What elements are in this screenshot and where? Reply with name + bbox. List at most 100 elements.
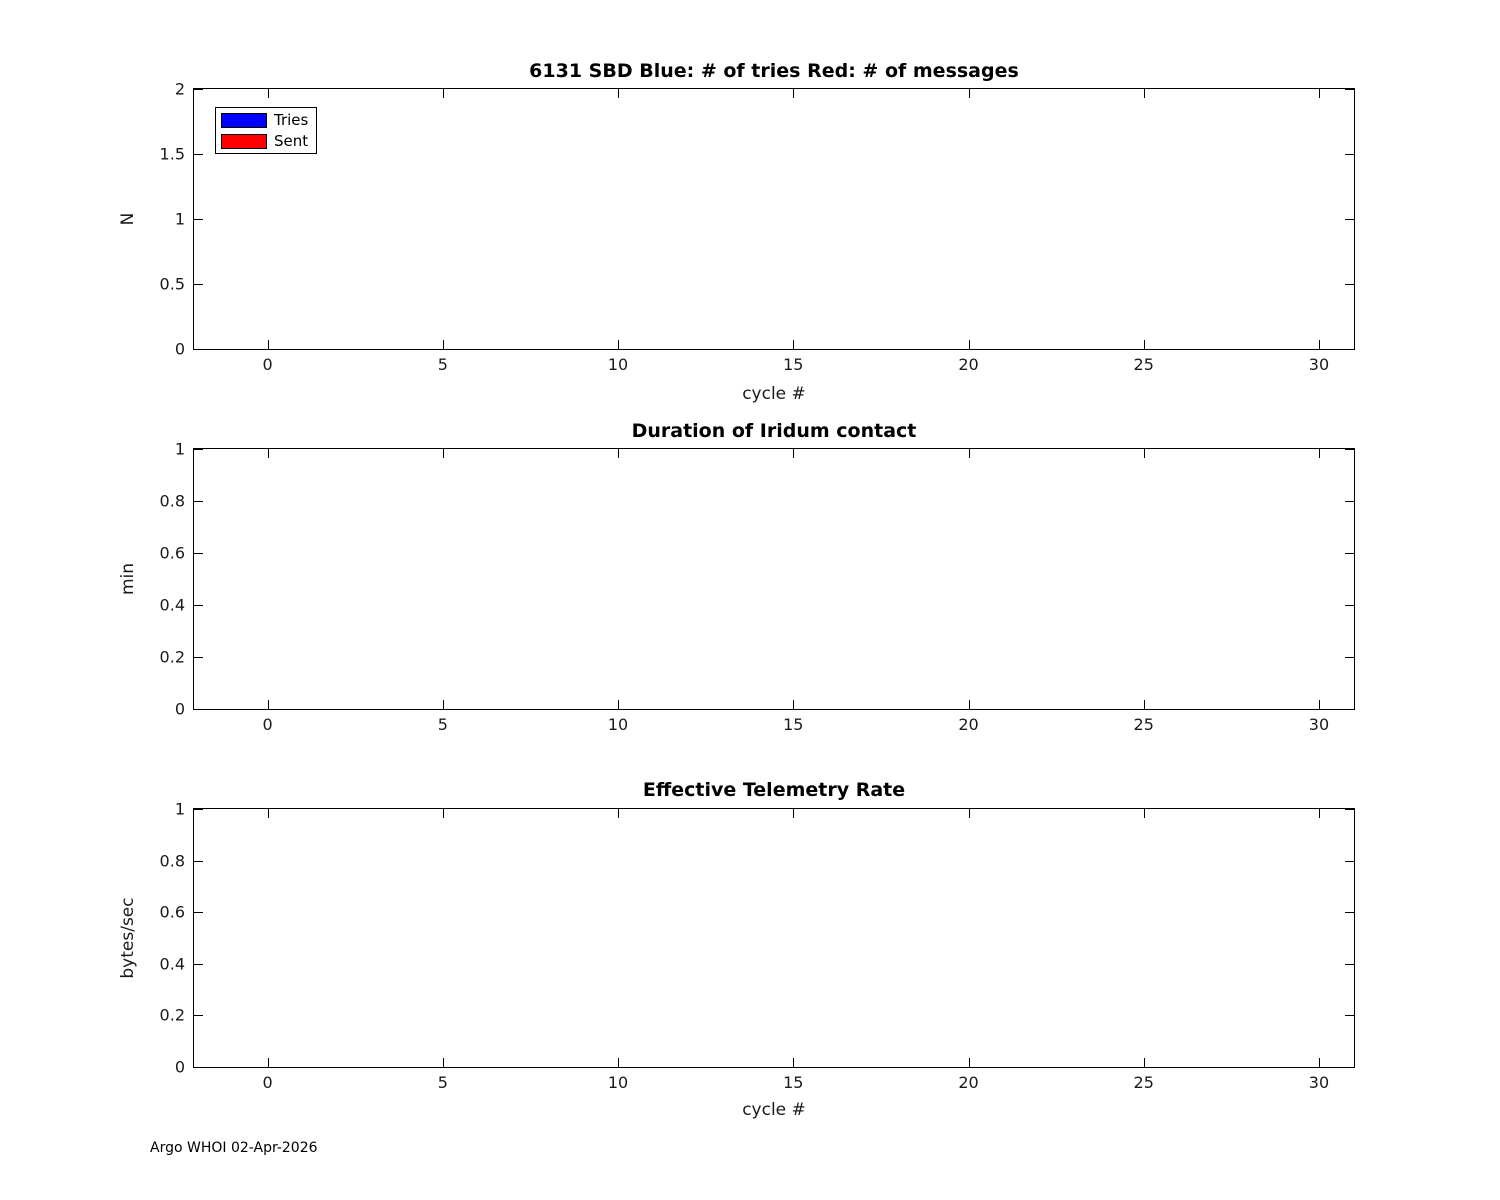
x-tick-mark [968, 809, 970, 818]
plot-area-tries: 0 5 10 15 20 25 30 0 0.5 1 1.5 2 Tries Sent [160, 80, 1355, 374]
y-tick-mark [1345, 912, 1354, 914]
x-tick-label: 10 [607, 355, 629, 374]
x-tick-mark [442, 449, 444, 458]
x-tick-mark [1318, 1058, 1320, 1067]
plot-area-duration: 0 5 10 15 20 25 30 0 0.2 0.4 0.6 0.8 1 [160, 440, 1355, 734]
y-axis-label-n: N [118, 212, 138, 226]
x-tick-label: 25 [1133, 355, 1154, 374]
y-tick-mark [1345, 860, 1354, 862]
plot-title-telemetry: Effective Telemetry Rate [642, 779, 906, 801]
x-tick-label: 30 [1308, 715, 1330, 734]
x-tick-mark [793, 700, 795, 709]
x-tick-label: 20 [958, 715, 979, 734]
y-tick-mark [194, 284, 203, 285]
x-tick-mark [267, 700, 269, 709]
y-tick-label: 0 [174, 339, 185, 359]
x-tick-mark [968, 1058, 970, 1067]
y-axis-label-min: min [118, 562, 138, 596]
y-tick-mark [1345, 1067, 1354, 1068]
y-tick-label: 1 [174, 799, 185, 819]
y-tick-label: 1 [174, 439, 185, 459]
y-tick-mark [194, 605, 203, 606]
y-tick-label: 0 [174, 699, 185, 719]
x-tick-label: 15 [783, 355, 804, 374]
y-tick-label: 1 [174, 209, 185, 229]
plot-title-duration: Duration of Iridum contact [631, 420, 917, 442]
x-tick-label: 5 [437, 355, 448, 374]
y-tick-label: 0.6 [159, 902, 185, 922]
x-tick-mark [618, 809, 620, 818]
x-tick-mark [793, 340, 795, 349]
y-tick-label: 0.5 [159, 274, 185, 294]
x-tick-label: 30 [1308, 1073, 1330, 1092]
y-tick-label: 0.4 [159, 954, 185, 974]
x-tick-mark [793, 449, 795, 458]
x-tick-mark [968, 449, 970, 458]
legend-item: Tries [221, 111, 308, 129]
plot-area-telemetry: 0 5 10 15 20 25 30 0 0.2 0.4 0.6 0.8 1 [160, 800, 1355, 1092]
x-tick-label: 15 [783, 715, 804, 734]
y-tick-label: 0.2 [159, 647, 185, 667]
plot-title-tries: 6131 SBD Blue: # of tries Red: # of mess… [529, 60, 1019, 82]
y-tick-mark [194, 1067, 203, 1068]
x-tick-mark [267, 340, 269, 349]
x-tick-mark [968, 700, 970, 709]
x-tick-mark [442, 700, 444, 709]
y-tick-label: 0.2 [159, 1005, 185, 1025]
legend-label: Sent [274, 132, 309, 150]
x-tick-mark [442, 340, 444, 349]
x-tick-label: 15 [783, 1073, 804, 1092]
x-tick-label: 0 [262, 355, 273, 374]
y-tick-mark [1345, 284, 1354, 285]
x-tick-mark [267, 89, 269, 98]
x-tick-label: 10 [607, 715, 629, 734]
y-tick-label: 1.5 [159, 144, 185, 164]
x-axis-label-cycle-2: cycle # [742, 1100, 806, 1120]
y-tick-label: 0.6 [159, 543, 185, 563]
x-tick-mark [1143, 449, 1145, 458]
y-tick-mark [1345, 349, 1354, 350]
x-tick-label: 10 [607, 1073, 629, 1092]
x-tick-mark [1318, 809, 1320, 818]
x-tick-mark [442, 1058, 444, 1067]
y-tick-mark [1345, 657, 1354, 658]
x-tick-mark [442, 89, 444, 98]
x-tick-mark [1318, 700, 1320, 709]
y-axis-label-bytes-sec: bytes/sec [118, 897, 138, 979]
x-tick-mark [1143, 89, 1145, 98]
x-tick-mark [267, 809, 269, 818]
y-tick-mark [194, 154, 203, 155]
x-tick-mark [1318, 449, 1320, 458]
x-tick-mark [267, 1058, 269, 1067]
figure-footer: Argo WHOI 02-Apr-2026 [150, 1140, 318, 1156]
x-tick-mark [968, 89, 970, 98]
legend-swatch-sent [221, 133, 267, 149]
legend-swatch-tries [221, 112, 267, 128]
y-tick-mark [1345, 219, 1354, 220]
y-tick-label: 0.4 [159, 595, 185, 615]
x-tick-label: 0 [262, 1073, 273, 1092]
y-tick-mark [194, 912, 203, 914]
y-tick-mark [194, 809, 203, 810]
y-tick-mark [194, 89, 203, 90]
y-tick-mark [1345, 154, 1354, 155]
x-tick-mark [793, 89, 795, 98]
x-axis-label-cycle-1: cycle # [742, 384, 806, 404]
legend-label: Tries [274, 111, 309, 129]
x-tick-label: 25 [1133, 715, 1154, 734]
y-tick-mark [194, 219, 203, 220]
y-tick-mark [194, 657, 203, 658]
y-tick-mark [194, 501, 203, 502]
y-tick-mark [194, 860, 203, 862]
x-tick-mark [1143, 340, 1145, 349]
y-tick-label: 0 [174, 1057, 185, 1077]
x-tick-mark [968, 340, 970, 349]
x-tick-mark [267, 449, 269, 458]
y-tick-label: 0.8 [159, 851, 185, 871]
y-tick-mark [194, 709, 203, 710]
y-tick-label: 2 [174, 79, 185, 99]
x-tick-mark [618, 449, 620, 458]
x-tick-mark [618, 340, 620, 349]
x-tick-mark [1143, 700, 1145, 709]
